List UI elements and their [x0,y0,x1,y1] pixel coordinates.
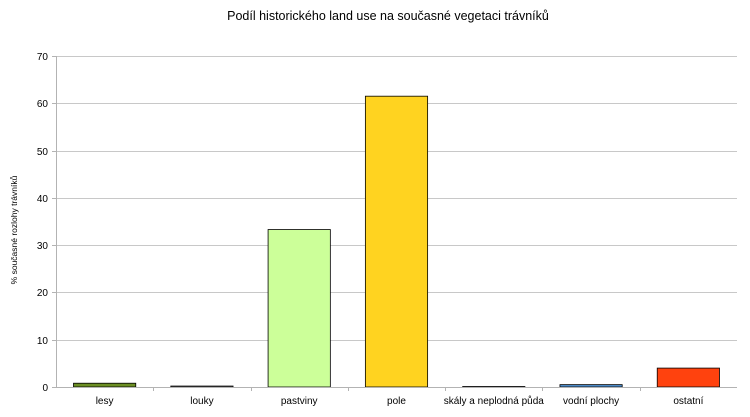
bar-3 [364,95,429,388]
y-tick-label: 50 [37,147,49,158]
bar-2 [267,229,331,388]
x-tick-label: lesy [96,396,114,407]
x-tick-label: pole [387,396,406,407]
y-axis-label: % současné rozlohy trávníků [9,175,19,284]
y-tick-label: 70 [37,52,49,63]
x-tick-label: pastviny [281,396,318,407]
chart-title: Podíl historického land use na současné … [227,9,549,23]
axes [52,56,737,391]
bar-1 [170,385,234,388]
x-tick-labels: lesy louky pastviny pole skály a neplodná pů… [96,395,704,407]
y-tick-label: 20 [37,288,49,299]
x-tick-label: louky [190,396,213,407]
bars [73,95,720,388]
bar-6 [656,367,720,388]
x-tick-label: vodní plochy [563,396,619,407]
y-tick-label: 10 [37,336,49,347]
y-tick-label: 40 [37,194,49,205]
y-tick-label: 30 [37,241,49,252]
bar-0 [73,382,137,388]
x-tick-label: ostatní [673,396,703,407]
bar-5 [559,384,623,388]
y-tick-label: 0 [42,383,48,394]
x-tick-label: skály a neplodná půda [444,395,545,407]
y-tick-label: 60 [37,99,49,110]
y-tick-labels: 0 10 20 30 40 50 60 70 [37,52,49,394]
